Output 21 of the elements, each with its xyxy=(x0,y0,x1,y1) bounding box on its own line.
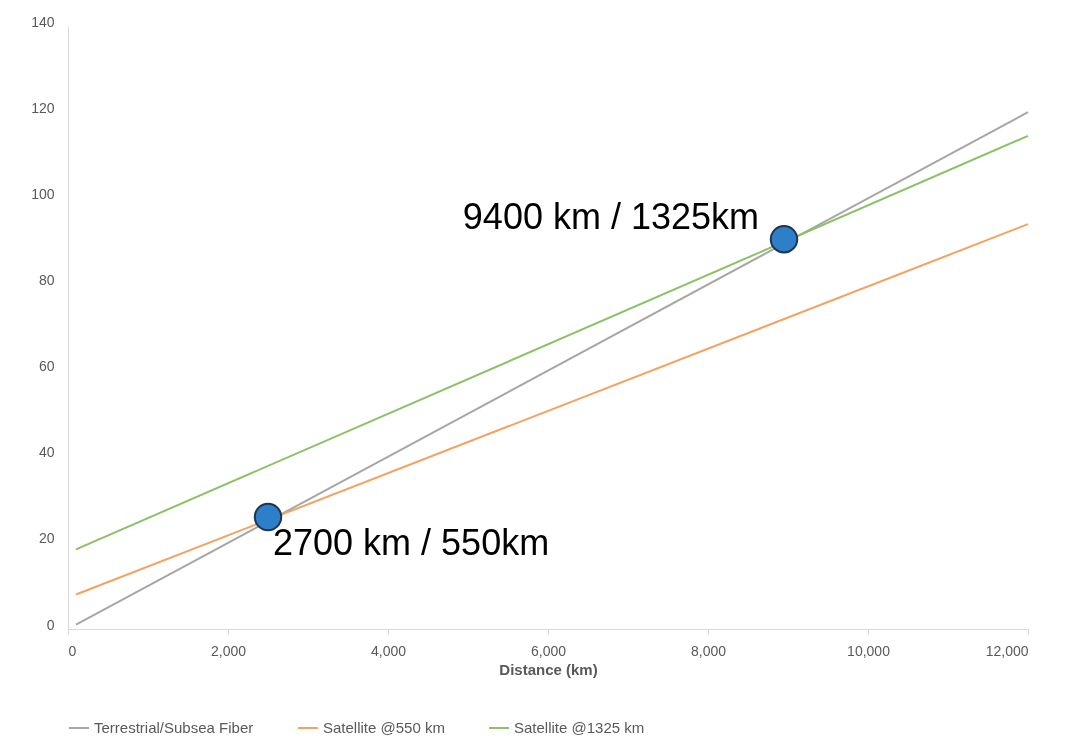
legend-label: Satellite @1325 km xyxy=(514,719,645,736)
y-tick-label: 60 xyxy=(38,358,55,375)
y-tick-label: 20 xyxy=(38,530,55,547)
y-tick-label: 140 xyxy=(31,13,55,30)
x-tick-label: 10,000 xyxy=(847,642,891,659)
legend-label: Terrestrial/Subsea Fiber xyxy=(94,719,254,736)
annotation: 2700 km / 550km xyxy=(273,522,550,564)
x-tick-label: 6,000 xyxy=(530,642,567,659)
y-tick-label: 0 xyxy=(46,616,55,633)
y-tick-label: 100 xyxy=(31,185,55,202)
x-tick-label: 8,000 xyxy=(690,642,727,659)
x-tick-label: 4,000 xyxy=(370,642,407,659)
x-tick-label: 2,000 xyxy=(210,642,247,659)
y-tick-label: 40 xyxy=(38,444,55,461)
annotation: 9400 km / 1325km xyxy=(462,196,759,238)
y-tick-label: 80 xyxy=(38,271,55,288)
x-axis-title: Distance (km) xyxy=(499,660,598,678)
legend-label: Satellite @550 km xyxy=(323,719,445,736)
x-tick-label: 12,000 xyxy=(985,642,1029,659)
y-tick-label: 120 xyxy=(31,99,55,116)
x-tick-label: 0 xyxy=(68,642,77,659)
